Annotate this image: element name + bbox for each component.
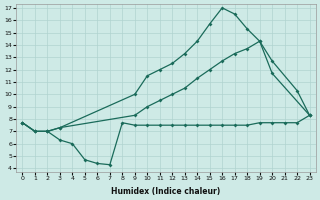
X-axis label: Humidex (Indice chaleur): Humidex (Indice chaleur) xyxy=(111,187,221,196)
